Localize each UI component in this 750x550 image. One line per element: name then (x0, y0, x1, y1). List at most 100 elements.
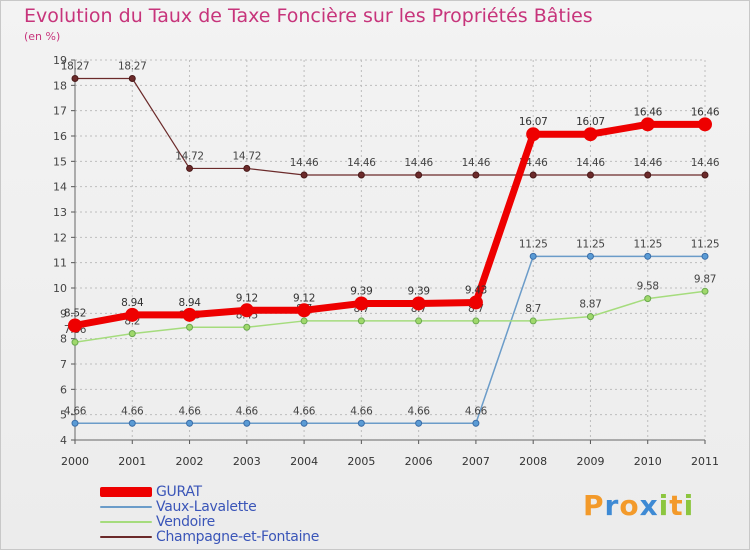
data-label-gurat: 8.94 (178, 297, 201, 309)
data-point-gurat (698, 117, 712, 132)
data-point-vaux-lavalette (415, 419, 423, 427)
data-label-gurat: 16.07 (576, 116, 605, 128)
data-point-vendoire (586, 313, 594, 321)
legend-swatch (100, 535, 152, 538)
x-tick-label: 2003 (233, 455, 261, 468)
data-label-gurat: 9.39 (408, 285, 430, 297)
logo-letter: x (639, 489, 659, 522)
y-tick-label: 17 (53, 105, 67, 118)
y-tick-label: 18 (53, 79, 67, 92)
legend-item-vaux-lavalette: Vaux-Lavalette (100, 498, 319, 515)
data-point-vendoire (243, 323, 251, 331)
logo-letter: t (669, 489, 684, 522)
data-point-vaux-lavalette (644, 252, 652, 260)
data-point-vendoire (357, 317, 365, 325)
data-label-gurat: 16.46 (691, 106, 720, 118)
proxiti-logo: Proxiti (583, 489, 694, 522)
data-point-vendoire (415, 317, 423, 325)
legend-item-gurat: GURAT (100, 483, 319, 500)
y-tick-label: 13 (53, 206, 67, 219)
data-point-champagne-et-fontaine (128, 74, 136, 82)
data-label-gurat: 9.12 (236, 292, 258, 304)
data-point-champagne-et-fontaine (472, 171, 480, 179)
y-tick-label: 12 (53, 231, 67, 244)
data-label-vaux-lavalette: 11.25 (576, 238, 605, 250)
data-point-gurat (68, 318, 82, 333)
data-point-vendoire (529, 317, 537, 325)
y-tick-label: 16 (53, 130, 67, 143)
data-label-champagne-et-fontaine: 14.46 (576, 157, 605, 169)
logo-letter: i (658, 489, 670, 522)
data-point-vendoire (472, 317, 480, 325)
data-label-champagne-et-fontaine: 14.46 (347, 157, 376, 169)
y-tick-label: 14 (53, 181, 67, 194)
data-label-vaux-lavalette: 4.66 (121, 405, 144, 417)
data-label-gurat: 9.43 (465, 284, 487, 296)
x-tick-label: 2006 (405, 455, 433, 468)
x-tick-label: 2002 (176, 455, 204, 468)
data-label-champagne-et-fontaine: 14.46 (404, 157, 433, 169)
legend-label: GURAT (156, 483, 202, 500)
data-point-vaux-lavalette (186, 419, 194, 427)
data-point-gurat (583, 127, 598, 142)
x-tick-label: 2010 (634, 455, 662, 468)
data-label-vaux-lavalette: 11.25 (691, 238, 720, 250)
x-tick-label: 2009 (576, 455, 604, 468)
y-tick-label: 10 (53, 282, 67, 295)
data-point-vaux-lavalette (529, 252, 537, 260)
data-label-champagne-et-fontaine: 14.46 (633, 157, 662, 169)
x-tick-label: 2008 (519, 455, 547, 468)
logo-letter: o (619, 489, 640, 522)
logo-letter: r (604, 489, 620, 522)
data-point-vaux-lavalette (243, 419, 251, 427)
y-tick-label: 5 (60, 409, 67, 422)
data-point-champagne-et-fontaine (644, 171, 652, 179)
data-label-champagne-et-fontaine: 14.72 (175, 150, 204, 162)
legend-swatch (100, 486, 152, 497)
data-label-vaux-lavalette: 4.66 (465, 405, 488, 417)
series-line-gurat (74, 120, 705, 329)
legend-item-champagne-et-fontaine: Champagne-et-Fontaine (100, 528, 320, 545)
y-tick-label: 15 (53, 155, 67, 168)
data-point-gurat (297, 303, 312, 318)
series-line-vaux-lavalette (75, 255, 705, 425)
data-label-vaux-lavalette: 4.66 (236, 405, 259, 417)
data-point-vaux-lavalette (586, 252, 594, 260)
data-label-vaux-lavalette: 4.66 (178, 405, 201, 417)
data-point-champagne-et-fontaine (415, 171, 423, 179)
series-line-vendoire (74, 290, 706, 343)
data-label-vendoire: 8.7 (525, 303, 541, 315)
data-point-vaux-lavalette (472, 419, 480, 427)
legend-label: Vaux-Lavalette (156, 498, 257, 515)
data-label-champagne-et-fontaine: 14.46 (462, 157, 491, 169)
legend-label: Vendoire (156, 513, 215, 530)
data-label-vaux-lavalette: 4.66 (408, 405, 431, 417)
data-label-champagne-et-fontaine: 14.72 (233, 150, 262, 162)
data-point-champagne-et-fontaine (701, 171, 709, 179)
data-label-gurat: 9.39 (350, 285, 372, 297)
data-label-vaux-lavalette: 11.25 (633, 238, 662, 250)
legend-label: Champagne-et-Fontaine (156, 528, 320, 545)
data-label-champagne-et-fontaine: 18.27 (118, 60, 147, 72)
chart-title: Evolution du Taux de Taxe Foncière sur l… (24, 5, 593, 27)
y-tick-label: 6 (60, 383, 67, 396)
data-point-vaux-lavalette (701, 252, 709, 260)
data-point-champagne-et-fontaine (300, 171, 308, 179)
data-label-vendoire: 9.58 (637, 281, 659, 293)
logo-letter: P (583, 489, 605, 522)
series-line-champagne-et-fontaine (75, 77, 705, 176)
data-point-gurat (640, 117, 655, 132)
data-point-gurat (239, 303, 254, 318)
data-label-vaux-lavalette: 4.66 (293, 405, 316, 417)
data-point-gurat (354, 296, 369, 311)
legend-swatch (100, 520, 152, 523)
data-point-gurat (526, 127, 541, 142)
data-point-vendoire (128, 330, 136, 338)
x-tick-label: 2000 (61, 455, 89, 468)
data-point-champagne-et-fontaine (357, 171, 365, 179)
data-point-gurat (411, 296, 426, 311)
data-label-vendoire: 8.87 (579, 299, 601, 311)
logo-letter: i (683, 489, 695, 522)
data-label-gurat: 8.52 (64, 307, 86, 319)
